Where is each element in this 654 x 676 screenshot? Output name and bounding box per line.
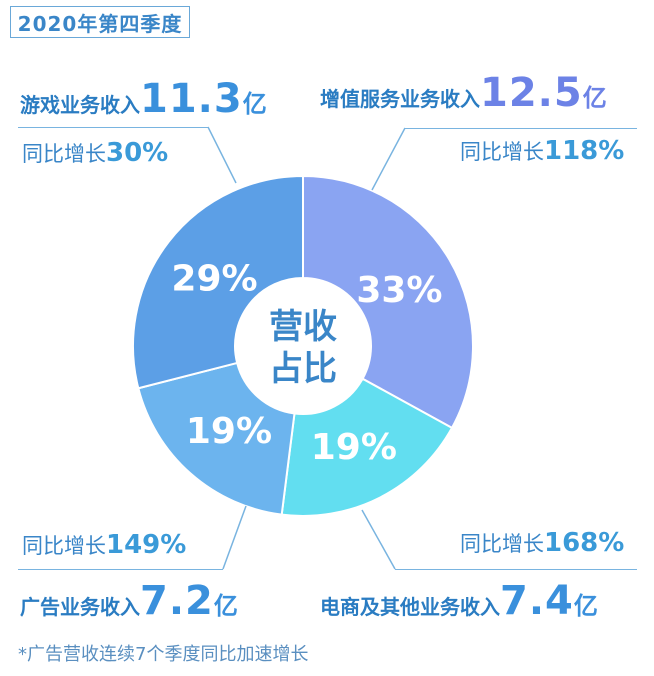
- growth-value: 30%: [106, 138, 169, 168]
- growth-value: 118%: [544, 136, 625, 166]
- segment-revenue: 7.4: [500, 578, 574, 624]
- segment-name: 电商及其他业务收入: [320, 595, 500, 619]
- slice-percent-label-advertising: 19%: [186, 411, 272, 452]
- growth-value: 168%: [544, 528, 625, 558]
- leader-line-games: [18, 127, 208, 128]
- leader-line-value-added: [405, 128, 637, 129]
- donut-slice-games: [132, 174, 304, 390]
- segment-unit: 亿: [573, 592, 598, 620]
- center-label-line-1: 营收: [269, 307, 337, 347]
- segment-label-games: 游戏业务收入11.3亿: [20, 76, 267, 122]
- slice-percent-label-games: 29%: [171, 258, 257, 299]
- segment-label-value-added: 增值服务业务收入12.5亿: [320, 70, 607, 116]
- leader-diagonal-value-added: [371, 127, 406, 191]
- growth-prefix: 同比增长: [22, 142, 106, 166]
- growth-ecommerce: 同比增长168%: [460, 528, 624, 558]
- segment-unit: 亿: [213, 592, 238, 620]
- segment-unit: 亿: [582, 84, 607, 112]
- segment-label-advertising: 广告业务收入7.2亿: [20, 578, 238, 624]
- segment-revenue: 12.5: [480, 70, 583, 116]
- growth-value: 149%: [106, 530, 187, 560]
- leader-diagonal-advertising: [222, 505, 247, 570]
- donut-slice-advertising: [137, 361, 296, 516]
- growth-prefix: 同比增长: [22, 534, 106, 558]
- growth-prefix: 同比增长: [460, 532, 544, 556]
- segment-revenue: 11.3: [140, 76, 243, 122]
- segment-label-ecommerce: 电商及其他业务收入7.4亿: [320, 578, 598, 624]
- slice-percent-label-value-added: 33%: [356, 270, 442, 311]
- slice-percent-label-ecommerce: 19%: [311, 427, 397, 468]
- period-label: 2020年第四季度: [10, 6, 190, 38]
- segment-name: 游戏业务收入: [20, 93, 140, 117]
- growth-advertising: 同比增长149%: [22, 530, 186, 560]
- leader-line-ecommerce: [395, 569, 637, 570]
- growth-games: 同比增长30%: [22, 138, 168, 168]
- footnote: *广告营收连续7个季度同比加速增长: [18, 644, 309, 665]
- donut-slice-ecommerce: [280, 377, 454, 517]
- growth-prefix: 同比增长: [460, 140, 544, 164]
- leader-diagonal-games: [207, 126, 237, 184]
- segment-name: 增值服务业务收入: [320, 87, 480, 111]
- donut-slice-value-added: [302, 174, 474, 430]
- segment-revenue: 7.2: [140, 578, 214, 624]
- leader-line-advertising: [18, 569, 223, 570]
- donut-center-hole: [236, 279, 370, 413]
- growth-value-added: 同比增长118%: [460, 136, 624, 166]
- segment-name: 广告业务收入: [20, 595, 140, 619]
- center-label-line-2: 占比: [269, 349, 337, 389]
- leader-diagonal-ecommerce: [361, 509, 396, 570]
- segment-unit: 亿: [242, 90, 267, 118]
